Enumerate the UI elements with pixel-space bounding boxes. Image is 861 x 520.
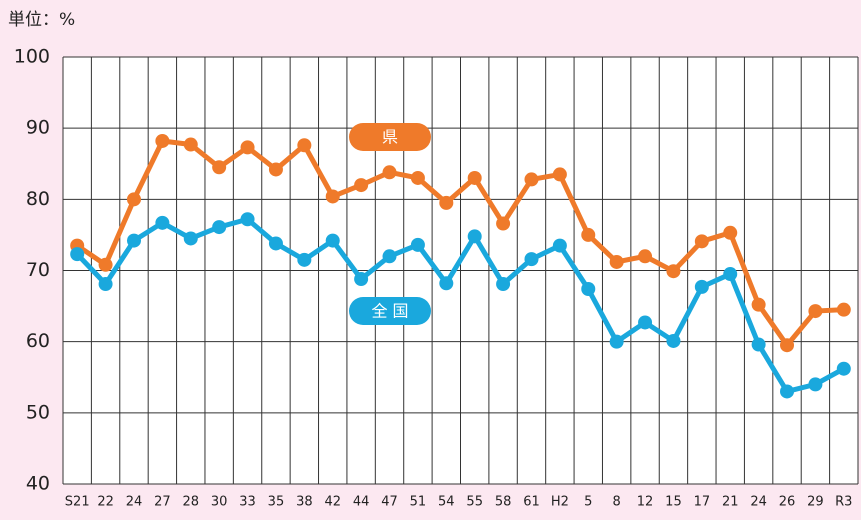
x-tick-label: 12 (637, 495, 654, 510)
point (268, 236, 283, 251)
point (98, 277, 113, 292)
point (297, 252, 312, 267)
point (552, 167, 567, 182)
point (609, 334, 624, 349)
y-tick-label: 60 (26, 330, 50, 352)
point (808, 304, 823, 319)
point (240, 212, 255, 227)
point (836, 361, 851, 376)
x-tick-label: 61 (523, 495, 540, 510)
point (552, 238, 567, 253)
point (609, 254, 624, 269)
point (212, 160, 227, 175)
point (212, 220, 227, 235)
point (581, 282, 596, 297)
point (780, 384, 795, 399)
point (126, 192, 141, 207)
x-tick-label: 22 (97, 495, 114, 510)
x-tick-label: 47 (381, 495, 398, 510)
point (666, 264, 681, 279)
x-tick-label: 28 (182, 495, 199, 510)
point (496, 277, 511, 292)
x-tick-label: 15 (665, 495, 682, 510)
x-tick-label: 8 (613, 495, 621, 510)
x-tick-label: 33 (239, 495, 256, 510)
x-tick-label: R3 (835, 495, 852, 510)
series-line (75, 138, 844, 348)
point (836, 302, 851, 317)
point (439, 195, 454, 210)
point (808, 377, 823, 392)
point (723, 267, 738, 282)
legend-pill (349, 123, 431, 151)
y-tick-label: 90 (26, 117, 50, 139)
x-tick-label: 58 (495, 495, 512, 510)
x-tick-label: 35 (268, 495, 285, 510)
legend-label: 県 (382, 128, 398, 147)
point (751, 297, 766, 312)
y-tick-label: 40 (26, 473, 50, 495)
unit-label: 単位：% (8, 10, 75, 30)
point (354, 272, 369, 287)
point (382, 249, 397, 264)
point (496, 216, 511, 231)
x-tick-label: 5 (584, 495, 592, 510)
point (354, 178, 369, 193)
point (183, 231, 198, 246)
series-line (75, 216, 846, 394)
x-tick-label: 29 (807, 495, 824, 510)
x-tick-label: 24 (750, 495, 767, 510)
point (268, 162, 283, 177)
x-tick-label: S21 (65, 495, 90, 510)
x-tick-label: 54 (438, 495, 455, 510)
point (439, 276, 454, 291)
point (382, 165, 397, 180)
x-tick-label: 51 (410, 495, 427, 510)
point (155, 133, 170, 148)
legend-pill (349, 297, 431, 325)
point (751, 337, 766, 352)
point (325, 189, 340, 204)
x-tick-label: 44 (353, 495, 370, 510)
point (524, 252, 539, 267)
x-tick-label: 21 (722, 495, 739, 510)
point (638, 315, 653, 330)
x-tick-label: 38 (296, 495, 313, 510)
point (666, 333, 681, 348)
point (410, 170, 425, 185)
point (694, 279, 709, 294)
point (723, 225, 738, 240)
point (780, 338, 795, 353)
y-tick-label: 80 (26, 188, 50, 210)
x-tick-label: H2 (551, 495, 569, 510)
point (524, 172, 539, 187)
x-tick-label: 26 (779, 495, 796, 510)
point (98, 257, 113, 272)
point (70, 247, 85, 262)
point (155, 215, 170, 230)
point (297, 138, 312, 153)
x-tick-label: 55 (466, 495, 483, 510)
x-tick-label: 24 (126, 495, 143, 510)
point (467, 229, 482, 244)
point (126, 233, 141, 248)
point (467, 170, 482, 185)
x-tick-label: 30 (211, 495, 228, 510)
x-tick-label: 42 (324, 495, 341, 510)
x-tick-label: 27 (154, 495, 171, 510)
legend-label: 全 国 (371, 302, 408, 321)
y-tick-label: 100 (14, 46, 50, 68)
point (694, 234, 709, 249)
point (325, 233, 340, 248)
point (410, 237, 425, 252)
y-tick-label: 50 (26, 401, 50, 423)
y-tick-label: 70 (26, 259, 50, 281)
point (581, 227, 596, 242)
point (638, 249, 653, 264)
point (183, 137, 198, 152)
x-tick-label: 17 (694, 495, 711, 510)
point (240, 140, 255, 155)
